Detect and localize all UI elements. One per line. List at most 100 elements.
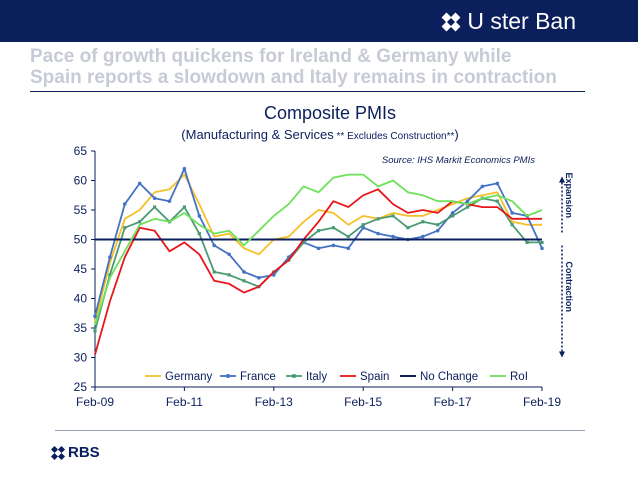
x-tick-label: Feb-11	[166, 395, 203, 409]
footer-divider	[55, 430, 585, 431]
point-france	[391, 234, 395, 239]
legend-label-germany: Germany	[165, 371, 213, 383]
point-france	[376, 231, 380, 236]
point-france	[152, 196, 157, 200]
point-france	[540, 246, 544, 251]
point-italy	[495, 199, 499, 203]
point-france	[465, 199, 470, 203]
point-france	[361, 225, 366, 230]
point-france	[331, 243, 336, 248]
point-italy	[406, 226, 410, 230]
legend-label-france: France	[240, 371, 276, 383]
pmi-chart: Composite PMIs (Manufacturing & Services…	[74, 103, 574, 409]
point-france	[182, 166, 187, 171]
point-france	[346, 246, 351, 251]
point-france	[137, 181, 142, 186]
top-banner: U ster Ban	[0, 0, 638, 42]
point-italy	[465, 205, 470, 209]
point-france	[197, 214, 202, 218]
y-tick-label: 40	[74, 292, 88, 306]
point-italy	[212, 270, 216, 274]
y-tick-label: 55	[74, 203, 88, 217]
legend-label-spain: Spain	[360, 371, 389, 383]
point-france	[227, 252, 231, 257]
legend: Germany France Italy Spain No Change RoI	[145, 371, 528, 383]
point-italy	[197, 232, 201, 236]
rbs-mark-icon	[50, 445, 66, 460]
point-france	[93, 314, 97, 318]
point-italy	[302, 240, 306, 245]
brand-mark-icon	[441, 12, 461, 31]
slide-headline: Pace of growth quickens for Ireland & Ge…	[30, 46, 630, 88]
y-tick-label: 35	[74, 321, 88, 335]
legend-marker-italy	[292, 374, 296, 378]
y-tick-label: 30	[74, 351, 88, 365]
headline-line-1: Pace of growth quickens for Ireland & Ge…	[30, 46, 512, 67]
y-tick-label: 45	[74, 262, 88, 276]
legend-label-roi: RoI	[510, 371, 528, 383]
point-italy	[376, 217, 380, 221]
point-france	[167, 199, 172, 203]
contraction-label: Contraction	[564, 261, 574, 312]
point-france	[450, 211, 455, 215]
point-france	[510, 211, 514, 215]
point-italy	[316, 229, 321, 233]
point-italy	[421, 220, 425, 224]
x-tick-label: Feb-17	[434, 395, 472, 409]
point-italy	[510, 223, 514, 227]
point-france	[316, 246, 321, 251]
point-france	[242, 270, 246, 274]
y-tick-label: 60	[74, 174, 88, 188]
chart-subtitle: (Manufacturing & Services ** Excludes Co…	[181, 127, 458, 142]
point-italy	[93, 329, 97, 333]
footer-logo: RBS	[50, 444, 100, 461]
series-line-roi	[94, 173, 543, 326]
headline-divider	[30, 91, 585, 92]
legend-label-italy: Italy	[306, 371, 327, 383]
arrow-up-icon	[559, 176, 565, 183]
point-italy	[540, 240, 544, 245]
plot-area: 25 30 35 40 45 50 55 60 65 Feb-09 Feb-11 Feb-13 Feb-…	[74, 144, 562, 409]
point-italy	[138, 220, 142, 224]
x-tick-label: Feb-13	[255, 395, 293, 409]
point-italy	[361, 223, 365, 227]
headline-line-2: Spain reports a slowdown and Italy remai…	[30, 67, 557, 88]
point-france	[495, 181, 500, 186]
arrow-down-icon	[559, 351, 565, 358]
point-italy	[436, 223, 440, 227]
point-italy	[108, 273, 112, 277]
point-italy	[525, 240, 529, 245]
x-tick-label: Feb-19	[523, 395, 561, 409]
source-note: Source: IHS Markit Economics PMIs	[382, 155, 535, 166]
expansion-contraction-bar: Expansion Contraction	[559, 172, 574, 358]
y-tick-label: 50	[74, 233, 88, 247]
series-line-germany	[94, 173, 542, 323]
subtitle-main: (Manufacturing & Services	[181, 127, 334, 142]
point-italy	[123, 226, 127, 230]
point-italy	[346, 234, 350, 239]
footer-logo-text: RBS	[68, 444, 100, 461]
x-tick-label: Feb-15	[344, 395, 382, 409]
brand-name: U ster Ban	[467, 8, 576, 34]
y-tick-label: 65	[74, 144, 88, 158]
series-line-italy	[94, 197, 542, 332]
subtitle-note: ** Excludes Construction**	[334, 131, 455, 142]
point-italy	[182, 205, 186, 209]
x-tick-label: Feb-09	[76, 395, 114, 409]
point-france	[123, 202, 127, 206]
legend-label-no-change: No Change	[420, 371, 478, 383]
point-italy	[451, 214, 455, 218]
y-tick-label: 25	[74, 380, 88, 394]
point-france	[435, 228, 440, 233]
point-italy	[391, 214, 395, 218]
brand-logo: U ster Ban	[441, 8, 576, 35]
point-italy	[331, 226, 335, 230]
point-france	[212, 243, 216, 248]
point-italy	[227, 273, 231, 277]
point-italy	[242, 279, 246, 283]
point-france	[480, 184, 485, 189]
expansion-label: Expansion	[564, 172, 574, 218]
point-italy	[153, 205, 157, 209]
point-france	[421, 234, 425, 239]
subtitle-close: )	[454, 127, 458, 142]
